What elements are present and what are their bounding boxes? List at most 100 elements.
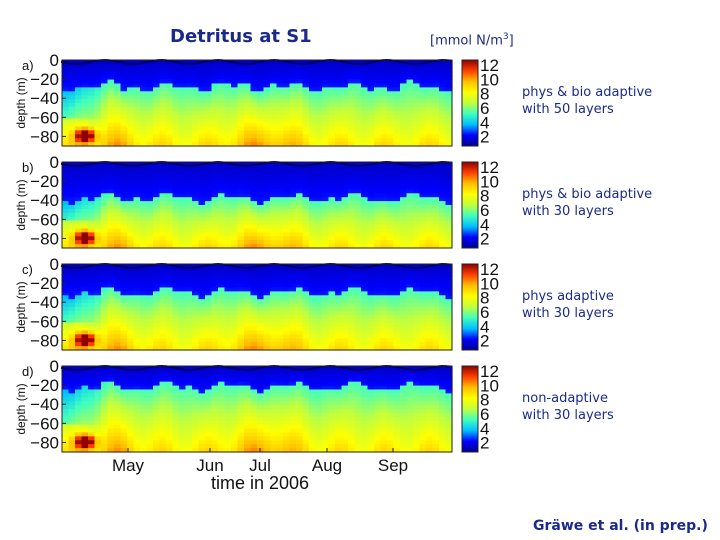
heatmap-cell [75, 83, 83, 88]
heatmap-cell [101, 79, 109, 85]
heatmap-cell [257, 432, 265, 437]
heatmap-cell [172, 346, 180, 351]
heatmap-cell [387, 338, 395, 343]
heatmap-cell [406, 126, 414, 131]
heatmap-cell [75, 162, 83, 167]
heatmap-cell [302, 448, 310, 453]
heatmap-cell [114, 118, 122, 124]
heatmap-cell [426, 201, 434, 206]
heatmap-cell [348, 138, 356, 143]
heatmap-cell [315, 138, 323, 143]
heatmap-cell [393, 63, 401, 69]
heatmap-cell [328, 181, 336, 187]
heatmap-cell [244, 334, 252, 339]
heatmap-cell [257, 334, 265, 339]
heatmap-cell [166, 310, 174, 316]
heatmap-cell [146, 212, 154, 218]
heatmap-cell [400, 224, 408, 230]
heatmap-cell [198, 169, 206, 175]
heatmap-cell [419, 299, 427, 304]
heatmap-cell [81, 118, 89, 124]
heatmap-cell [439, 118, 447, 124]
heatmap-cell [75, 307, 83, 312]
heatmap-cell [198, 299, 206, 304]
heatmap-cell [283, 208, 291, 214]
heatmap-cell [172, 448, 180, 453]
heatmap-cell [296, 310, 304, 316]
heatmap-cell [348, 134, 356, 139]
heatmap-cell [348, 205, 356, 210]
heatmap-cell [107, 416, 115, 422]
heatmap-cell [146, 448, 154, 453]
heatmap-cell [263, 271, 271, 277]
heatmap-cell [179, 232, 187, 237]
heatmap-cell [263, 307, 271, 312]
y-axis-label: depth (m) [14, 77, 28, 128]
heatmap-cell [192, 334, 200, 339]
heatmap-cell [322, 185, 330, 190]
heatmap-cell [354, 287, 362, 292]
heatmap-cell [88, 314, 96, 320]
heatmap-cell [133, 177, 141, 183]
heatmap-cell [283, 99, 291, 104]
heatmap-cell [231, 118, 239, 124]
heatmap-cell [172, 330, 180, 335]
heatmap-cell [244, 134, 252, 139]
heatmap-cell [75, 244, 83, 249]
heatmap-cell [400, 79, 408, 85]
heatmap-cell [250, 448, 258, 453]
heatmap-cell [75, 197, 83, 202]
heatmap-cell [328, 283, 336, 289]
heatmap-cell [107, 334, 115, 339]
heatmap-cell [309, 173, 317, 179]
heatmap-cell [75, 232, 83, 237]
heatmap-cell [393, 75, 401, 81]
heatmap-cell [283, 165, 291, 171]
heatmap-cell [322, 232, 330, 237]
heatmap-cell [146, 236, 154, 241]
heatmap-cell [302, 424, 310, 430]
heatmap-cell [81, 126, 89, 131]
heatmap-cell [244, 212, 252, 218]
heatmap-cell [218, 314, 226, 320]
heatmap-cell [289, 142, 297, 147]
heatmap-cell [354, 310, 362, 316]
heatmap-cell [205, 291, 213, 296]
heatmap-cell [439, 181, 447, 187]
heatmap-cell [172, 436, 180, 441]
heatmap-cell [101, 228, 109, 233]
heatmap-cell [153, 307, 161, 312]
heatmap-cell [406, 318, 414, 324]
heatmap-cell [445, 314, 453, 320]
heatmap-cell [445, 287, 453, 292]
heatmap-cell [445, 193, 453, 198]
heatmap-cell [140, 134, 148, 139]
heatmap-cell [322, 326, 330, 332]
heatmap-cell [374, 318, 382, 324]
heatmap-cell [133, 142, 141, 147]
heatmap-cell [263, 91, 271, 96]
heatmap-cell [289, 216, 297, 222]
heatmap-cell [393, 142, 401, 147]
heatmap-cell [185, 212, 193, 218]
heatmap-cell [270, 173, 278, 179]
heatmap-cell [159, 228, 167, 233]
heatmap-cell [367, 197, 375, 202]
heatmap-cell [309, 122, 317, 128]
heatmap-cell [341, 330, 349, 335]
heatmap-cell [354, 67, 362, 73]
heatmap-cell [426, 197, 434, 202]
heatmap-cell [198, 91, 206, 96]
heatmap-cell [250, 342, 258, 347]
heatmap-cell [302, 275, 310, 281]
heatmap-cell [146, 432, 154, 437]
heatmap-cell [231, 409, 239, 414]
heatmap-cell [257, 228, 265, 233]
heatmap-cell [426, 79, 434, 85]
heatmap-cell [179, 366, 187, 371]
heatmap-cell [88, 412, 96, 418]
heatmap-cell [114, 334, 122, 339]
heatmap-cell [133, 405, 141, 410]
heatmap-cell [406, 232, 414, 237]
heatmap-cell [380, 310, 388, 316]
